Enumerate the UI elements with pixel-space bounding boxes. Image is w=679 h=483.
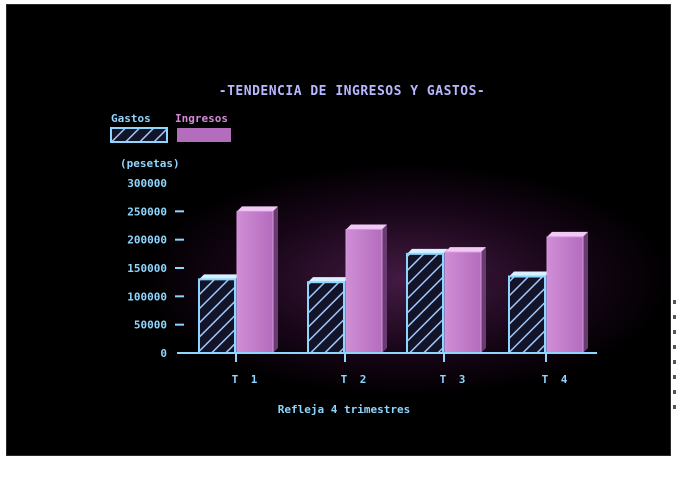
bar-ingresos	[444, 251, 482, 354]
x-tick-label: T 3	[440, 373, 469, 386]
x-axis-ticks: T 1 T 2 T 3 T 4	[232, 353, 571, 386]
y-tick-label: 50000	[134, 319, 167, 332]
bar-top	[407, 248, 448, 254]
x-axis-label: Refleja 4 trimestres	[278, 403, 410, 416]
y-tick-label: 0	[160, 347, 167, 360]
bar-side	[583, 231, 588, 353]
legend-label-ingresos: Ingresos	[175, 112, 228, 125]
bar-gastos	[508, 275, 546, 354]
y-tick-label: 200000	[127, 234, 167, 247]
bar-side	[273, 206, 278, 353]
bar-group	[198, 206, 588, 355]
y-tick-label: 300000	[127, 177, 167, 190]
bar-top	[509, 271, 550, 277]
monitor-screen: -TENDENCIA DE INGRESOS Y GASTOS- Gastos …	[6, 4, 671, 456]
bar-side	[481, 247, 486, 353]
bar-top	[199, 274, 240, 280]
bar-gastos	[307, 281, 345, 354]
bar-ingresos	[345, 228, 383, 354]
y-tick-label: 150000	[127, 262, 167, 275]
x-tick-label: T 2	[341, 373, 370, 386]
side-marks	[670, 300, 678, 440]
bar-chart: -TENDENCIA DE INGRESOS Y GASTOS- Gastos …	[110, 84, 597, 416]
x-tick-label: T 1	[232, 373, 261, 386]
legend-label-gastos: Gastos	[111, 112, 151, 125]
chart-title: -TENDENCIA DE INGRESOS Y GASTOS-	[219, 84, 485, 99]
bar-top	[445, 247, 486, 253]
bar-side	[382, 224, 387, 353]
bar-ingresos	[236, 210, 274, 354]
y-axis-unit-label: (pesetas)	[120, 157, 180, 170]
bar-top	[346, 224, 387, 230]
x-tick-label: T 4	[542, 373, 571, 386]
y-tick-label: 100000	[127, 290, 167, 303]
bar-top	[308, 277, 349, 283]
legend-swatch-ingresos	[177, 128, 231, 142]
bar-top	[547, 231, 588, 237]
legend-swatch-gastos	[110, 127, 168, 143]
y-axis-ticks: 300000 250000 200000 150000 100000 50000 0	[127, 177, 184, 360]
bar-top	[237, 206, 278, 212]
bar-ingresos	[546, 236, 584, 354]
bar-gastos	[406, 252, 444, 354]
bar-gastos	[198, 278, 236, 355]
y-tick-label: 250000	[127, 205, 167, 218]
